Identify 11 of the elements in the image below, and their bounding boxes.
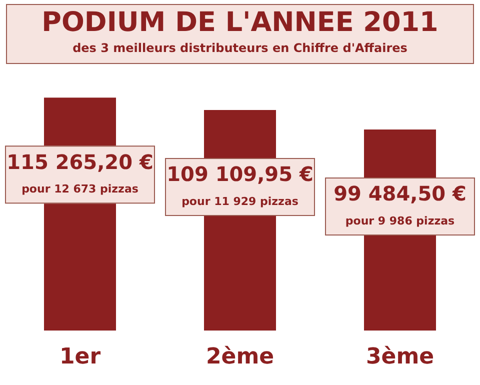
data-label: 99 484,50 € xyxy=(334,182,466,206)
x-tick-label: 1er xyxy=(59,344,101,370)
annotation: pour 11 929 pizzas xyxy=(182,194,299,208)
chart-subtitle: des 3 meilleurs distributeurs en Chiffre d'Affaires xyxy=(72,40,408,57)
data-label: 109 109,95 € xyxy=(166,162,314,186)
data-label: 115 265,20 € xyxy=(6,150,154,174)
annotation: pour 12 673 pizzas xyxy=(22,182,139,196)
chart-title: PODIUM DE L'ANNEE 2011 xyxy=(40,7,440,39)
x-tick-label: 3ème xyxy=(366,344,434,370)
annotation: pour 9 986 pizzas xyxy=(345,214,456,228)
x-tick-label: 2ème xyxy=(206,344,274,370)
